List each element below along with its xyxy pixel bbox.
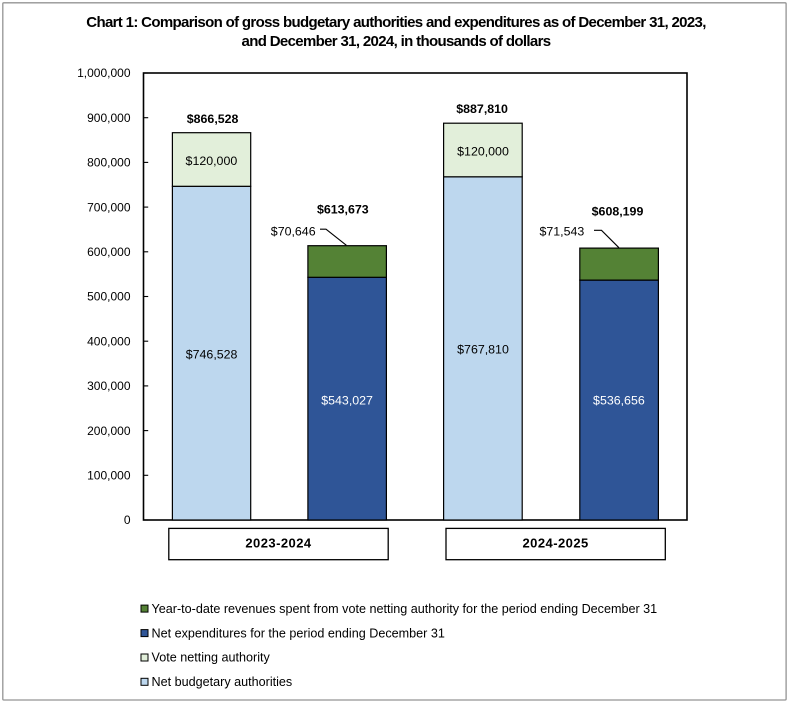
svg-text:1,000,000: 1,000,000 bbox=[77, 66, 131, 80]
svg-text:100,000: 100,000 bbox=[87, 469, 131, 483]
svg-text:400,000: 400,000 bbox=[87, 334, 131, 348]
svg-text:Vote netting authority: Vote netting authority bbox=[152, 651, 271, 665]
svg-text:200,000: 200,000 bbox=[87, 424, 131, 438]
svg-text:$120,000: $120,000 bbox=[457, 145, 509, 159]
svg-text:600,000: 600,000 bbox=[87, 245, 131, 259]
svg-text:Year-to-date revenues spent fr: Year-to-date revenues spent from vote ne… bbox=[152, 602, 658, 616]
svg-text:Net budgetary authorities: Net budgetary authorities bbox=[152, 675, 293, 689]
svg-text:$543,027: $543,027 bbox=[321, 393, 373, 407]
svg-text:700,000: 700,000 bbox=[87, 200, 131, 214]
svg-text:2024-2025: 2024-2025 bbox=[522, 536, 588, 551]
svg-text:0: 0 bbox=[124, 513, 131, 527]
svg-text:800,000: 800,000 bbox=[87, 156, 131, 170]
svg-text:300,000: 300,000 bbox=[87, 379, 131, 393]
svg-text:$613,673: $613,673 bbox=[317, 202, 369, 216]
svg-text:$536,656: $536,656 bbox=[593, 394, 645, 408]
svg-text:$608,199: $608,199 bbox=[592, 205, 644, 219]
svg-text:$70,646: $70,646 bbox=[271, 225, 316, 239]
svg-text:$746,528: $746,528 bbox=[186, 347, 238, 361]
svg-text:900,000: 900,000 bbox=[87, 111, 131, 125]
svg-text:2023-2024: 2023-2024 bbox=[245, 536, 312, 551]
svg-text:$767,810: $767,810 bbox=[457, 343, 509, 357]
svg-text:$887,810: $887,810 bbox=[456, 102, 508, 116]
svg-text:Chart 1: Comparison of gross b: Chart 1: Comparison of gross budgetary a… bbox=[86, 14, 706, 31]
svg-text:and December 31, 2024, in thou: and December 31, 2024, in thousands of d… bbox=[242, 33, 551, 50]
svg-text:$120,000: $120,000 bbox=[186, 154, 238, 168]
svg-text:$71,543: $71,543 bbox=[540, 225, 585, 239]
svg-text:Net expenditures for the perio: Net expenditures for the period ending D… bbox=[152, 626, 445, 640]
svg-text:$866,528: $866,528 bbox=[187, 112, 239, 126]
svg-text:500,000: 500,000 bbox=[87, 290, 131, 304]
